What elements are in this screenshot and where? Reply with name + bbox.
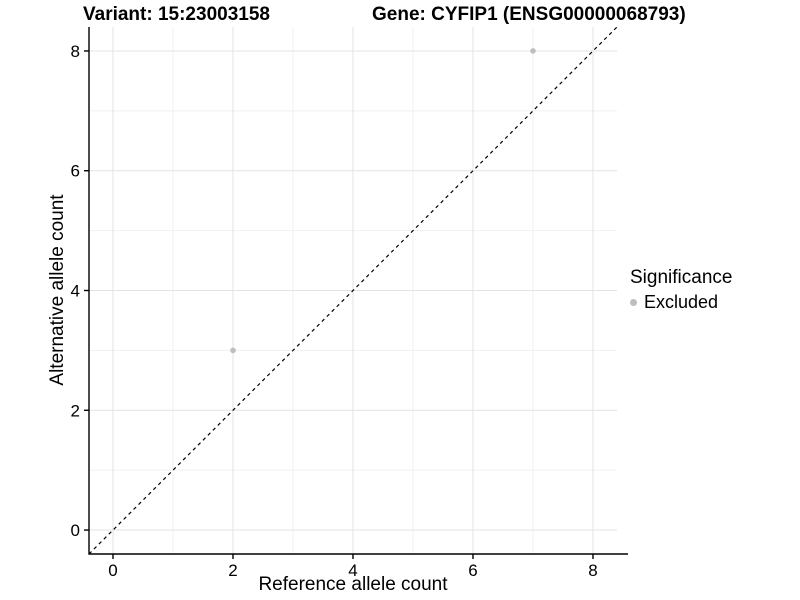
y-tick-label: 4 <box>71 282 80 301</box>
legend-title: Significance <box>630 267 733 288</box>
legend-item-label: Excluded <box>644 292 719 312</box>
legend: Significance Excluded <box>630 267 732 313</box>
data-point <box>230 347 236 354</box>
x-tick-label: 0 <box>108 561 117 580</box>
x-axis-title: Reference allele count <box>258 574 448 595</box>
y-tick-label: 6 <box>71 162 80 181</box>
x-tick-label: 2 <box>228 561 237 580</box>
data-point <box>530 48 536 54</box>
y-tick-label: 0 <box>71 521 80 540</box>
y-axis-title: Alternative allele count <box>47 194 68 386</box>
legend-item-excluded: Excluded <box>630 292 732 313</box>
identity-dashed-line <box>88 26 618 555</box>
legend-key-dot-icon <box>630 299 637 306</box>
x-tick-label: 8 <box>588 561 597 580</box>
x-tick-label: 6 <box>468 561 477 580</box>
y-tick-label: 2 <box>71 401 80 420</box>
x-tick-label: 4 <box>348 561 357 580</box>
plot-title-variant: Variant: 15:23003158 <box>83 4 270 25</box>
plot-title-gene: Gene: CYFIP1 (ENSG00000068793) <box>372 4 686 25</box>
y-tick-label: 8 <box>71 42 80 61</box>
